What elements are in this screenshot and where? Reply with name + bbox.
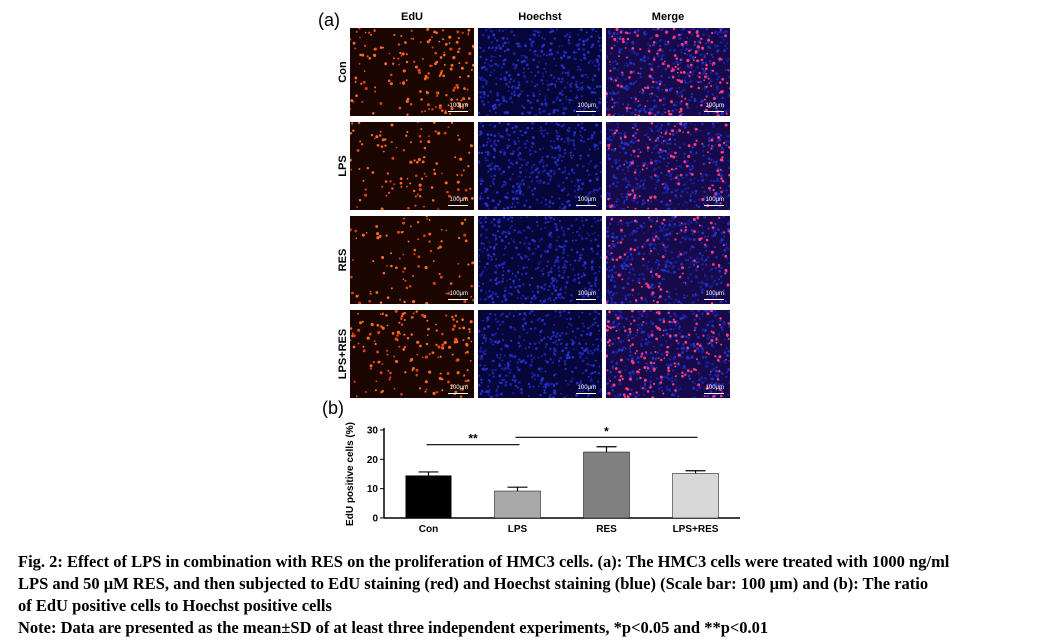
micrograph-res-edu: 100μm [350, 216, 474, 304]
x-tick-label: RES [596, 524, 617, 535]
x-tick-label: LPS+RES [673, 524, 719, 535]
scale-bar-label: 100μm [577, 103, 596, 109]
scale-bar [448, 111, 468, 112]
scale-bar [448, 299, 468, 300]
micrograph-lps-edu: 100μm [350, 122, 474, 210]
micrograph-res-merge: 100μm [606, 216, 730, 304]
caption-note: Note: Data are presented as the mean±SD … [18, 618, 769, 637]
column-header-merge: Merge [651, 11, 685, 23]
caption-line-1: Fig. 2: Effect of LPS in combination wit… [18, 552, 950, 571]
significance-label: * [604, 424, 609, 438]
bar-chart: EdU positive cells (%) 0 10 20 30 Con LPS RES… [345, 422, 740, 535]
x-tick-label: Con [419, 524, 438, 535]
scale-bar-label: 100μm [705, 291, 724, 297]
y-tick-label: 10 [367, 484, 379, 495]
micrograph-lps-merge: 100μm [606, 122, 730, 210]
scale-bar [704, 205, 724, 206]
micrograph-con-hoechst: 100μm [478, 28, 602, 116]
scale-bar [448, 393, 468, 394]
y-tick-label: 20 [367, 455, 379, 466]
figure-caption: Fig. 2: Effect of LPS in combination wit… [18, 551, 1053, 639]
caption-line-2: LPS and 50 μM RES, and then subjected to… [18, 574, 929, 593]
caption-line-3: of EdU positive cells to Hoechst positiv… [18, 596, 332, 615]
scale-bar [576, 393, 596, 394]
bar-lps-res [672, 473, 719, 519]
panel-a-label: (a) [318, 10, 340, 30]
scale-bar-label: 100μm [449, 197, 468, 203]
micrograph-lps-res-hoechst: 100μm [478, 310, 602, 398]
row-label-lps: LPS [337, 155, 349, 177]
column-header-edu: EdU [401, 11, 423, 23]
scale-bar-label: 100μm [577, 385, 596, 391]
micrograph-lps-res-edu: 100μm [350, 310, 474, 398]
scale-bar [704, 111, 724, 112]
scale-bar [448, 205, 468, 206]
scale-bar-label: 100μm [705, 385, 724, 391]
scale-bar [576, 111, 596, 112]
scale-bar-label: 100μm [449, 291, 468, 297]
column-header-hoechst: Hoechst [518, 11, 562, 23]
scale-bar-label: 100μm [449, 103, 468, 109]
y-axis-label: EdU positive cells (%) [345, 422, 356, 526]
y-tick-label: 30 [367, 426, 379, 437]
row-label-res: RES [337, 248, 349, 272]
x-tick-label: LPS [508, 524, 528, 535]
micrograph-lps-res-merge: 100μm [606, 310, 730, 398]
scale-bar [704, 393, 724, 394]
scale-bar-label: 100μm [449, 385, 468, 391]
micrograph-res-hoechst: 100μm [478, 216, 602, 304]
scale-bar [576, 205, 596, 206]
micrograph-con-edu: 100μm [350, 28, 474, 116]
bar-lps [494, 490, 541, 519]
micrograph-lps-hoechst: 100μm [478, 122, 602, 210]
y-tick-label: 0 [372, 514, 378, 525]
significance-label: ** [468, 432, 478, 446]
bar-res [583, 451, 630, 519]
scale-bar [576, 299, 596, 300]
scale-bar-label: 100μm [577, 197, 596, 203]
row-label-con: Con [337, 61, 349, 83]
panel-b-label: (b) [322, 398, 344, 418]
micrograph-con-merge: 100μm [606, 28, 730, 116]
scale-bar [704, 299, 724, 300]
scale-bar-label: 100μm [705, 103, 724, 109]
scale-bar-label: 100μm [705, 197, 724, 203]
scale-bar-label: 100μm [577, 291, 596, 297]
row-label-lps-res: LPS+RES [337, 328, 349, 380]
bar-con [405, 475, 452, 518]
